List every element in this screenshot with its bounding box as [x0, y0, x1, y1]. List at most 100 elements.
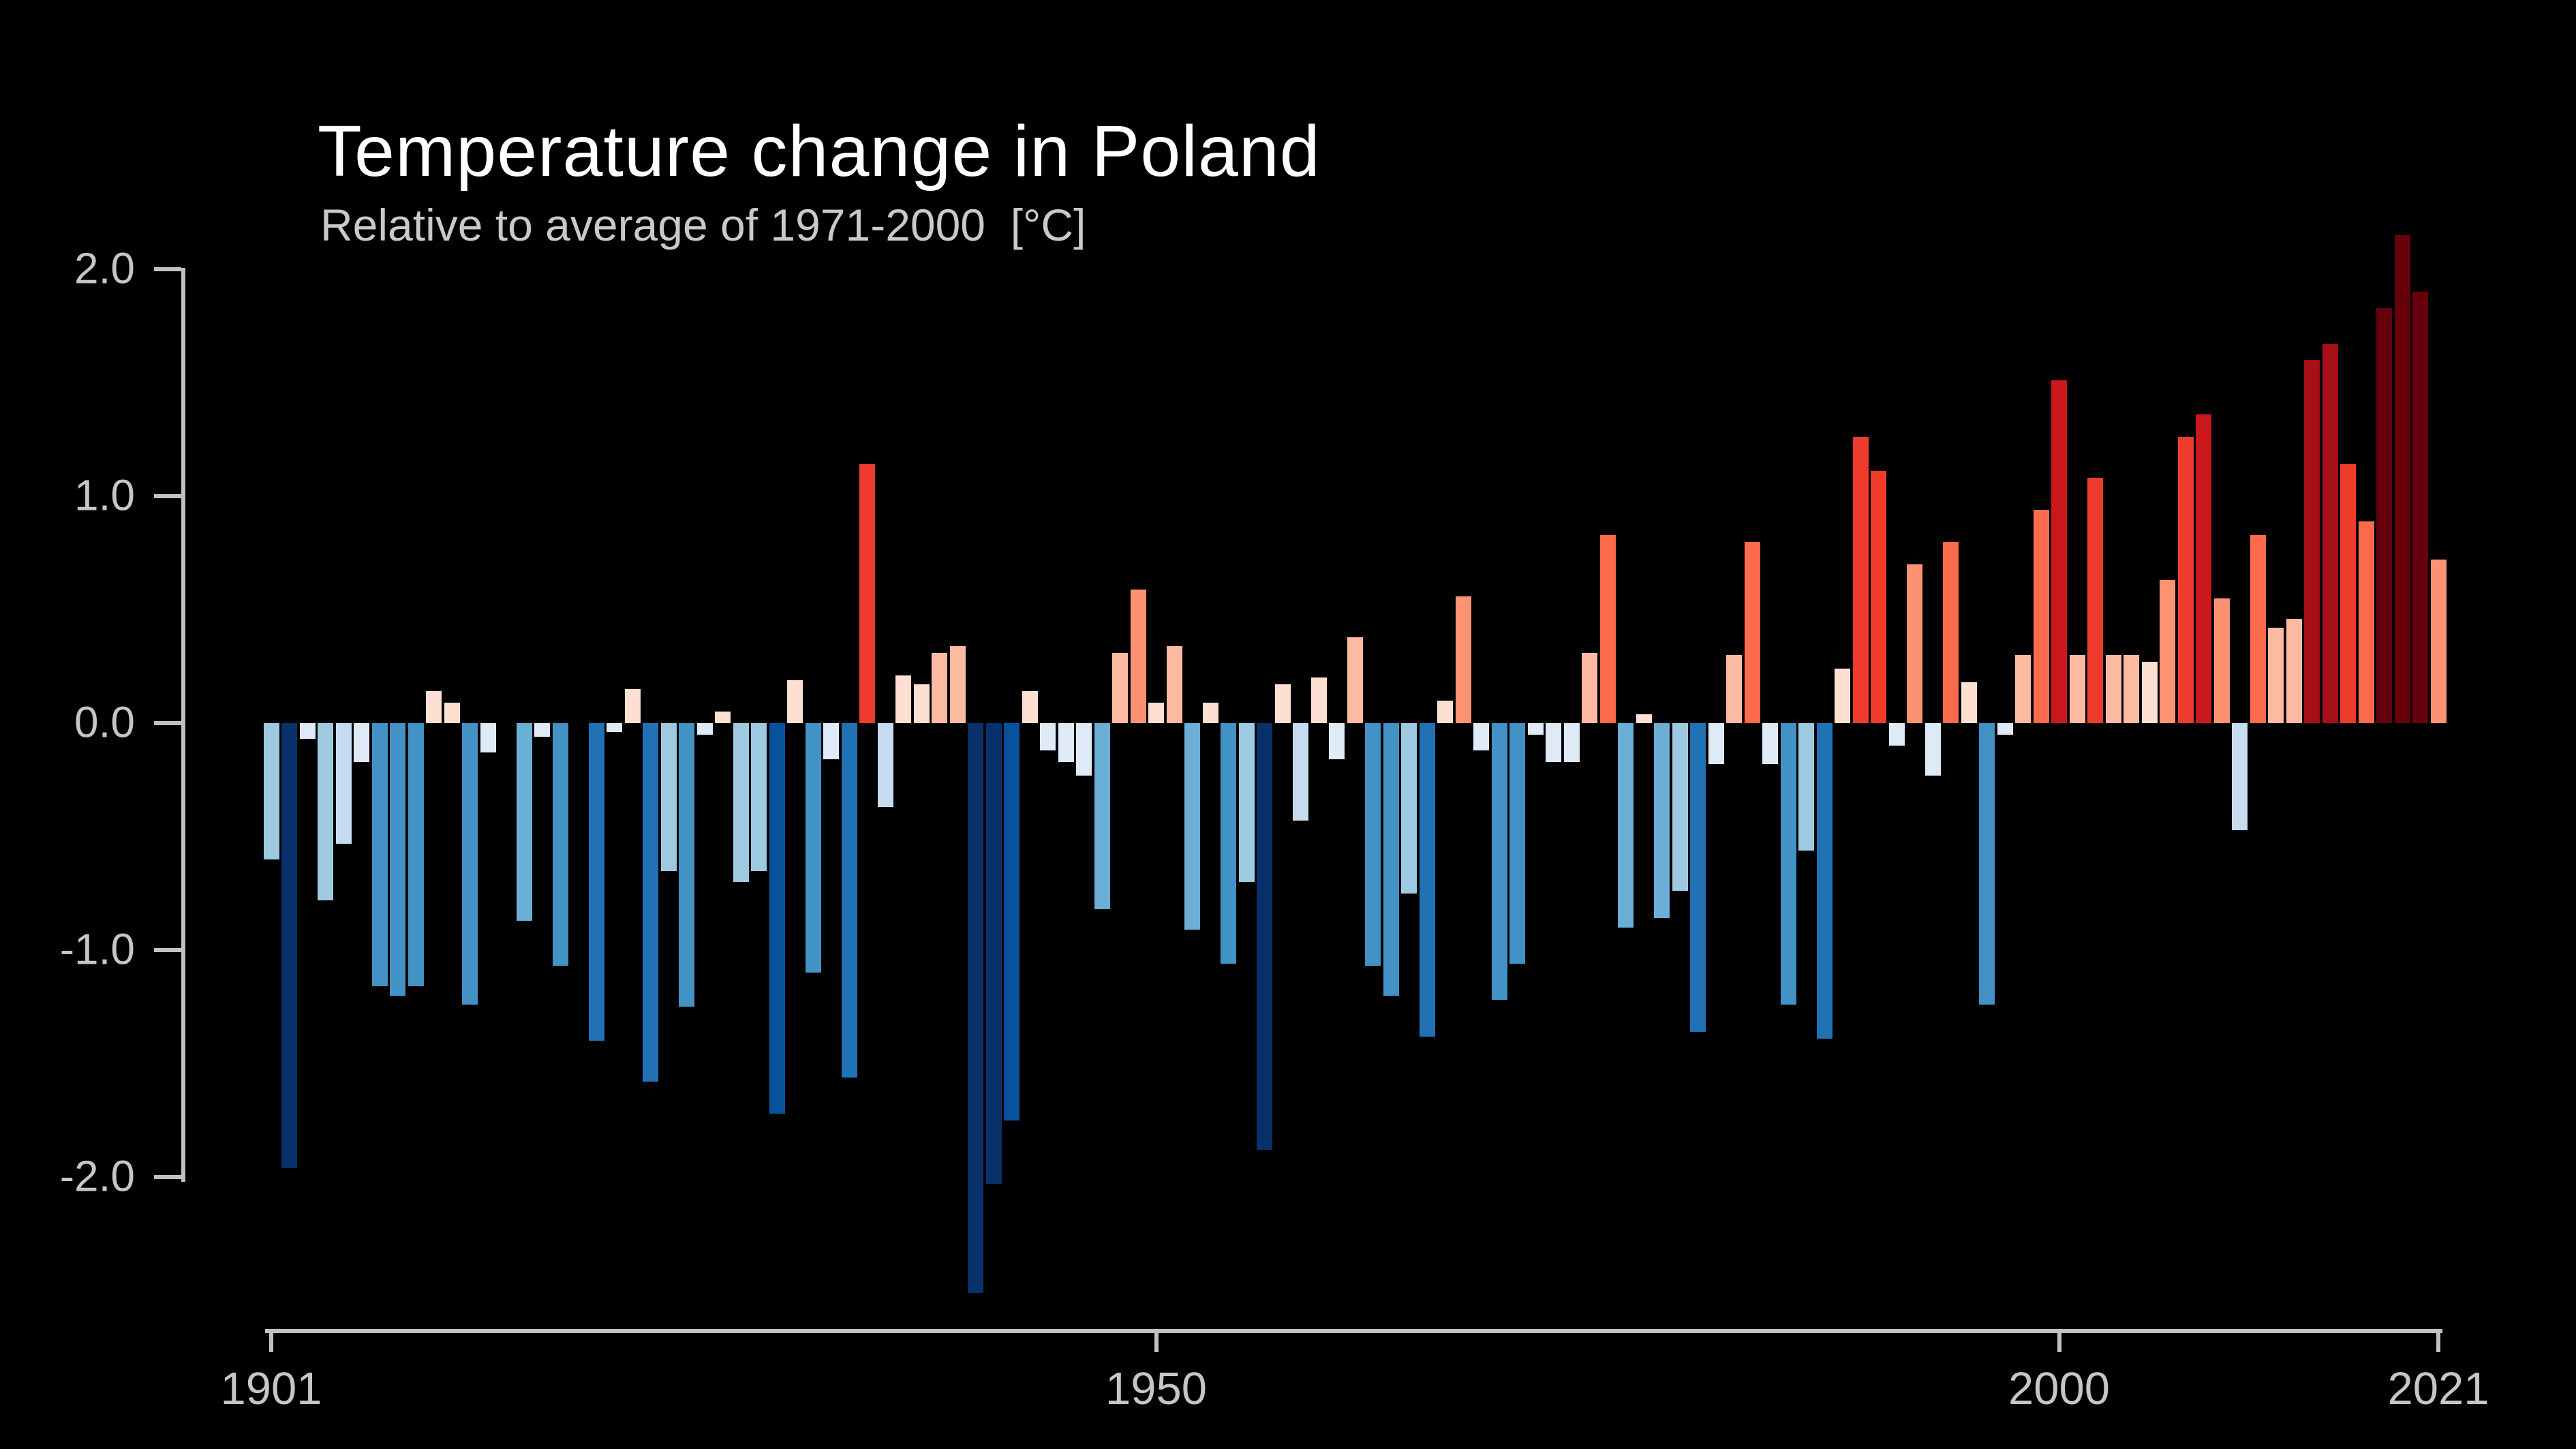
- bar-1983: [1744, 541, 1760, 723]
- bar-1973: [1563, 723, 1580, 762]
- bar-1993: [1925, 723, 1941, 776]
- bar-1997: [1997, 723, 2013, 735]
- bar-1979: [1672, 723, 1688, 891]
- bar-1985: [1780, 723, 1796, 1005]
- bar-1938: [932, 652, 947, 723]
- bar-1972: [1546, 723, 1561, 762]
- bar-2018: [2376, 307, 2392, 723]
- bar-1953: [1202, 703, 1218, 723]
- bar-1909: [408, 723, 424, 987]
- y-tick-1.0: [154, 494, 181, 498]
- bar-1903: [299, 723, 316, 739]
- bar-1944: [1040, 723, 1056, 750]
- bar-1986: [1798, 723, 1814, 851]
- bar-1961: [1347, 637, 1363, 723]
- bar-1963: [1383, 723, 1399, 996]
- bar-1932: [823, 723, 839, 760]
- bar-2007: [2177, 437, 2194, 723]
- bar-2011: [2250, 534, 2266, 723]
- bar-1947: [1094, 723, 1110, 910]
- bar-1939: [949, 645, 966, 723]
- bar-1935: [877, 723, 893, 808]
- bar-1967: [1455, 596, 1471, 723]
- bar-2013: [2286, 618, 2302, 723]
- bar-1951: [1166, 645, 1182, 723]
- bar-1936: [895, 675, 911, 723]
- chart-title: Temperature change in Poland: [318, 111, 1321, 192]
- bar-1968: [1473, 723, 1489, 750]
- bar-1960: [1329, 723, 1345, 760]
- bar-1921: [624, 689, 641, 723]
- x-tick-1901: [269, 1329, 273, 1352]
- y-tick-0.0: [154, 721, 181, 725]
- bar-1910: [426, 691, 442, 723]
- bar-1917: [552, 723, 568, 966]
- bar-1971: [1527, 723, 1544, 735]
- x-tick-2021: [2436, 1329, 2440, 1352]
- bar-1982: [1726, 655, 1742, 723]
- bar-1930: [787, 680, 803, 723]
- bar-2016: [2340, 464, 2356, 723]
- bar-1981: [1708, 723, 1724, 764]
- bar-2019: [2394, 235, 2410, 723]
- bar-1920: [607, 723, 622, 733]
- y-tick-label-2.0: 2.0: [74, 243, 135, 293]
- bar-1941: [985, 723, 1002, 1184]
- bar-2003: [2105, 655, 2121, 723]
- bar-1901: [263, 723, 279, 859]
- bar-1928: [751, 723, 767, 871]
- bar-1974: [1582, 652, 1597, 723]
- bar-1904: [318, 723, 333, 900]
- bar-1942: [1004, 723, 1019, 1120]
- bar-1919: [588, 723, 604, 1041]
- bar-1991: [1888, 723, 1905, 746]
- bar-1966: [1437, 700, 1453, 723]
- bar-1995: [1961, 682, 1977, 723]
- bar-1913: [480, 723, 496, 753]
- x-axis-line: [265, 1329, 2442, 1333]
- bar-1933: [841, 723, 857, 1078]
- bar-2010: [2232, 723, 2248, 830]
- bar-1998: [2015, 655, 2031, 723]
- bar-1957: [1274, 684, 1291, 723]
- bar-2012: [2268, 628, 2284, 723]
- y-tick-label--2.0: -2.0: [59, 1151, 135, 1201]
- bar-1965: [1419, 723, 1435, 1037]
- x-tick-1950: [1154, 1329, 1159, 1352]
- y-tick--1.0: [154, 948, 181, 952]
- bar-1969: [1491, 723, 1507, 1001]
- bar-1926: [715, 712, 731, 724]
- x-tick-label-1950: 1950: [1105, 1363, 1208, 1414]
- bar-1925: [696, 723, 713, 735]
- bar-1964: [1401, 723, 1417, 894]
- bar-1912: [462, 723, 478, 1005]
- bar-1905: [335, 723, 352, 844]
- bar-2004: [2123, 655, 2139, 723]
- bar-1980: [1690, 723, 1706, 1032]
- bar-1908: [390, 723, 405, 996]
- bar-1902: [281, 723, 297, 1168]
- bar-1929: [769, 723, 785, 1114]
- bar-1994: [1943, 541, 1959, 723]
- bar-1946: [1076, 723, 1092, 776]
- x-tick-2000: [2057, 1329, 2061, 1352]
- y-tick-label-1.0: 1.0: [74, 470, 135, 520]
- bar-1943: [1022, 691, 1038, 723]
- bar-1931: [805, 723, 821, 973]
- y-tick-label-0.0: 0.0: [74, 697, 135, 747]
- bar-2006: [2160, 580, 2175, 723]
- y-tick--2.0: [154, 1175, 181, 1179]
- bar-1959: [1310, 677, 1327, 723]
- bar-1999: [2033, 510, 2049, 723]
- bar-2020: [2412, 292, 2428, 723]
- bar-1984: [1762, 723, 1778, 764]
- bar-2015: [2322, 344, 2338, 723]
- x-tick-label-1901: 1901: [220, 1363, 322, 1414]
- y-axis-line: [181, 268, 185, 1182]
- y-tick-label--1.0: -1.0: [59, 924, 135, 974]
- bar-1958: [1293, 723, 1308, 821]
- x-tick-label-2000: 2000: [2008, 1363, 2111, 1414]
- y-tick-2.0: [154, 267, 181, 271]
- bar-1989: [1852, 437, 1869, 723]
